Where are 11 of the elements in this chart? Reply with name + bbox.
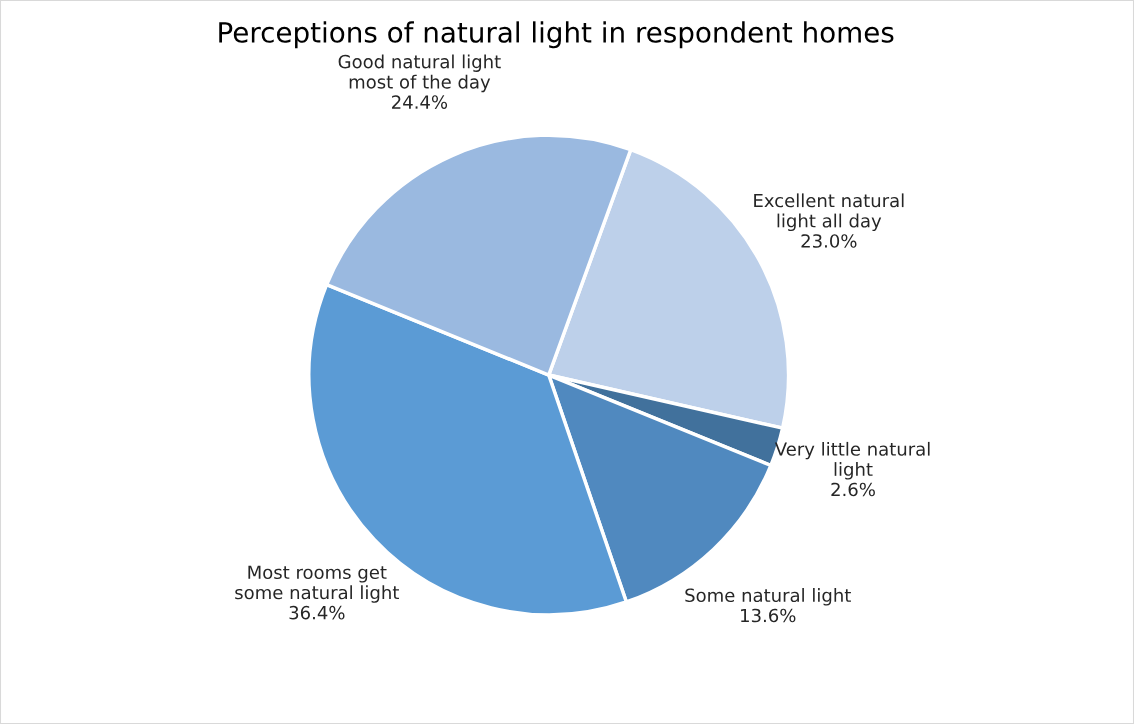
data-label: 13.6% — [741, 608, 796, 623]
slice-label: Excellent natural light all day — [754, 193, 904, 232]
data-label: 2.6% — [831, 482, 875, 497]
chart-title: Perceptions of natural light in respondent homes — [219, 21, 894, 49]
data-label: 24.4% — [392, 95, 448, 109]
slice-label: Most rooms get some natural light — [235, 565, 399, 603]
data-label: 23.0% — [801, 234, 857, 248]
data-label: 36.4% — [289, 605, 345, 620]
slice-label: Some natural light — [685, 588, 851, 606]
slice-label: Very little natural light — [774, 441, 930, 480]
slice-label: Good natural light most of the day — [338, 54, 501, 93]
